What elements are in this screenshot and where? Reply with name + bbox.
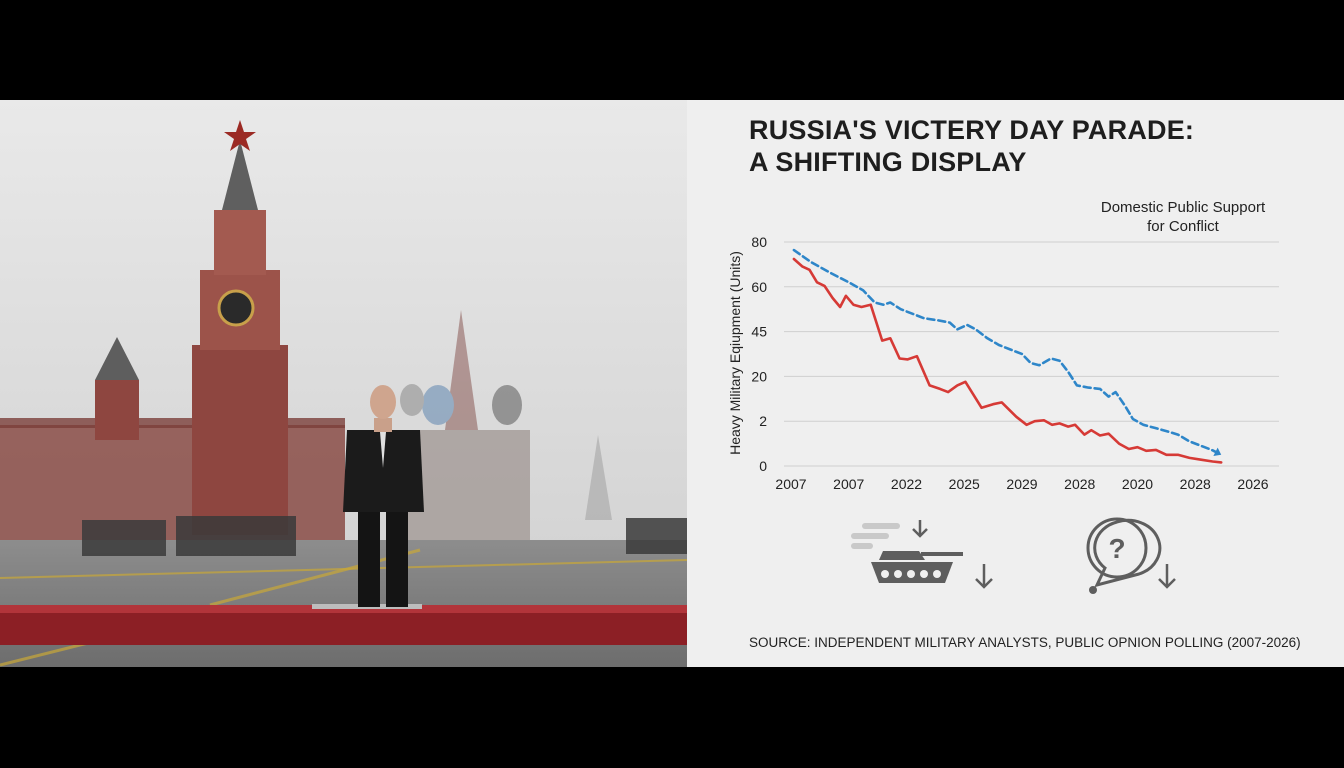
troop-formation	[176, 516, 296, 556]
y-tick-label: 2	[759, 413, 767, 429]
y-tick-label: 80	[751, 234, 767, 250]
chart-legend: Domestic Public Support for Conflict	[1101, 199, 1266, 235]
spasskaya-tower	[192, 120, 288, 535]
standing-figure	[343, 385, 424, 607]
legend-line-2: for Conflict	[1147, 218, 1220, 235]
x-tick-label: 2028	[1064, 476, 1095, 492]
x-tick-label: 2028	[1180, 476, 1211, 492]
troop-formation	[626, 518, 687, 554]
chart-series	[792, 248, 1223, 464]
line-chart: Domestic Public Support for Conflict 80 6…	[727, 199, 1279, 594]
y-tick-label: 0	[759, 458, 767, 474]
arrow-down-icon	[975, 564, 993, 589]
y-tick-label: 45	[751, 324, 767, 340]
y-tick-label: 60	[751, 279, 767, 295]
series-line-public-support	[792, 248, 1223, 457]
question-bubble-icon: ?	[1086, 517, 1162, 594]
x-tick-label: 2025	[949, 476, 980, 492]
infographic-panel: RUSSIA'S VICTERY DAY PARADE: A SHIFTING …	[687, 100, 1344, 667]
svg-text:?: ?	[1108, 533, 1125, 564]
red-square-illustration	[0, 100, 687, 667]
x-tick-label: 2029	[1006, 476, 1037, 492]
arrow-down-icon	[1158, 564, 1176, 589]
series-arrowhead	[1213, 447, 1222, 457]
source-note: SOURCE: INDEPENDENT MILITARY ANALYSTS, P…	[749, 635, 1301, 650]
x-tick-label: 2007	[833, 476, 864, 492]
tank-icon	[851, 523, 963, 583]
nikolskaya-tower	[95, 337, 139, 440]
x-tick-label: 2022	[891, 476, 922, 492]
x-tick-label: 2020	[1122, 476, 1153, 492]
y-axis-title: Heavy Military Eqiupment (Units)	[727, 251, 743, 455]
arrow-down-icon	[912, 520, 928, 538]
headline: RUSSIA'S VICTERY DAY PARADE: A SHIFTING …	[749, 114, 1194, 178]
chart-gridlines	[784, 241, 1279, 467]
headline-line-1: RUSSIA'S VICTERY DAY PARADE:	[749, 115, 1195, 145]
parade-photo	[0, 100, 687, 667]
x-tick-label: 2007	[775, 476, 806, 492]
troop-formation	[82, 520, 166, 556]
series-line-equipment	[792, 257, 1223, 464]
y-tick-label: 20	[751, 368, 767, 384]
x-axis-ticks: 2007 2007 2022 2025 2029 2028 2020 2028 2026	[775, 476, 1268, 492]
content-frame: RUSSIA'S VICTERY DAY PARADE: A SHIFTING …	[0, 100, 1344, 667]
st-basils-cathedral	[400, 310, 530, 540]
headline-line-2: A SHIFTING DISPLAY	[749, 147, 1027, 177]
x-tick-label: 2026	[1237, 476, 1268, 492]
legend-line-1: Domestic Public Support	[1101, 199, 1266, 216]
